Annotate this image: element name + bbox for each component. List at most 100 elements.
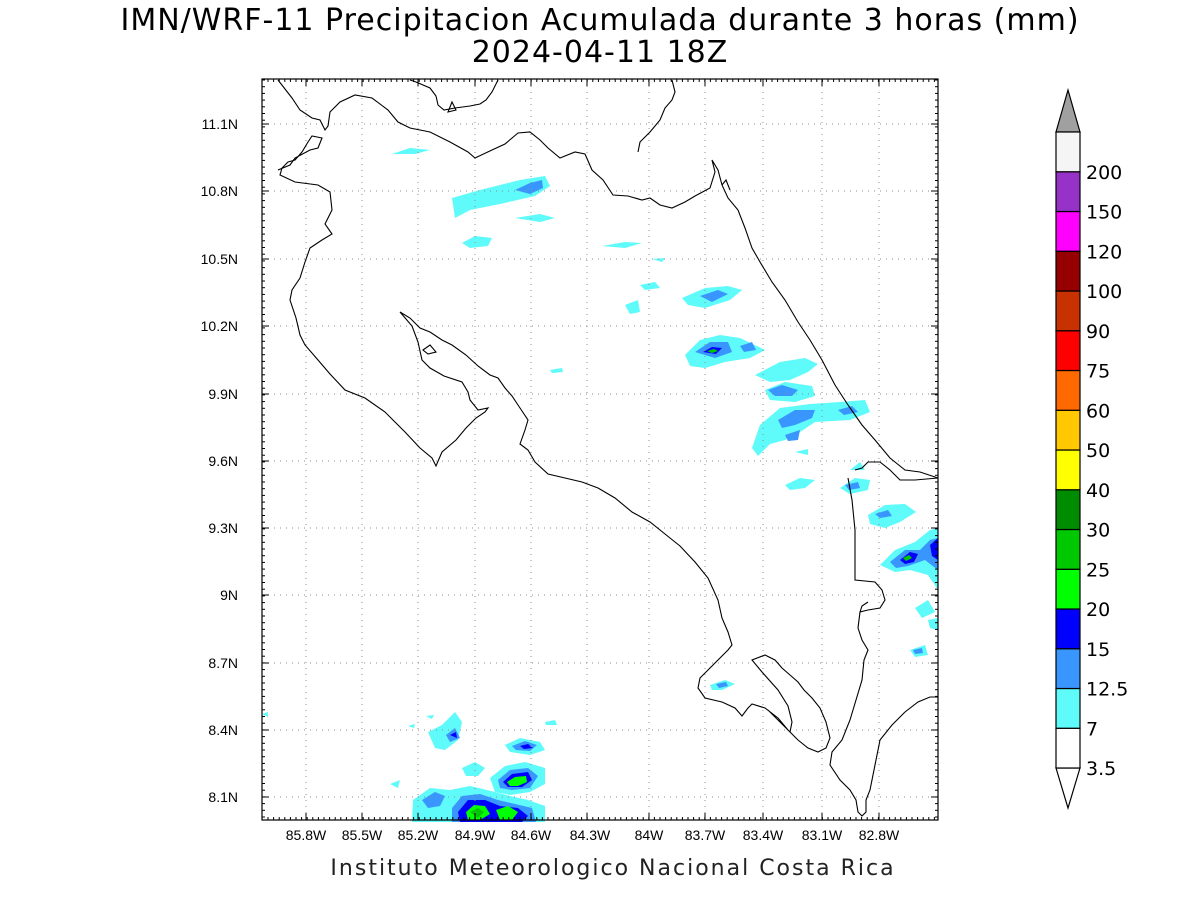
- colorbar-label: 12.5: [1086, 679, 1128, 701]
- lon-tick-label: 83.1W: [802, 827, 843, 843]
- lat-axis-labels: 11.1N 10.8N 10.5N 10.2N 9.9N 9.6N 9.3N 9…: [201, 116, 238, 805]
- colorbar-swatch: [1055, 608, 1081, 650]
- rain-patch: [625, 300, 640, 314]
- lat-tick-label: 9.9N: [208, 386, 238, 402]
- rain-patch: [496, 806, 518, 820]
- rain-patch: [652, 258, 665, 262]
- rain-patch: [778, 410, 815, 428]
- lon-tick-label: 83.4W: [743, 827, 784, 843]
- rain-patch: [470, 808, 484, 818]
- map-subtitle: 2024-04-11 18Z: [471, 35, 729, 70]
- colorbar-label: 25: [1086, 559, 1110, 581]
- rain-patch: [768, 385, 798, 396]
- colorbar-swatch: [1055, 489, 1081, 531]
- colorbar-swatch: [1055, 409, 1081, 451]
- rain-patch: [845, 482, 860, 490]
- lon-tick-label: 84W: [635, 827, 665, 843]
- lat-tick-label: 10.2N: [201, 318, 238, 334]
- colorbar-label: 200: [1086, 162, 1122, 184]
- lat-tick-label: 8.7N: [208, 655, 238, 671]
- lon-tick-label: 84.9W: [455, 827, 496, 843]
- colorbar-label: 15: [1086, 639, 1110, 661]
- colorbar-swatch: [1055, 568, 1081, 610]
- rain-patch: [520, 744, 533, 749]
- rain-patch: [707, 349, 718, 353]
- map-title: IMN/WRF-11 Precipitacion Acumulada duran…: [120, 3, 1080, 38]
- rain-patch: [390, 780, 400, 788]
- colorbar-swatch: [1055, 250, 1081, 292]
- rain-patch: [262, 712, 268, 717]
- colorbar-swatch: [1055, 171, 1081, 213]
- colorbar-label: 120: [1086, 241, 1122, 263]
- rain-patch: [875, 510, 892, 518]
- rain-patch: [392, 148, 430, 154]
- rain-patch: [545, 720, 557, 725]
- lat-tick-label: 10.5N: [201, 251, 238, 267]
- lon-tick-label: 85.5W: [342, 827, 383, 843]
- lon-tick-label: 82.8W: [859, 827, 900, 843]
- rain-patch: [428, 712, 462, 750]
- rain-patch: [752, 400, 870, 456]
- rain-patch: [785, 478, 815, 490]
- lat-tick-label: 11.1N: [202, 116, 238, 132]
- colorbar-swatch: [1055, 528, 1081, 570]
- lat-tick-label: 9.3N: [208, 520, 238, 536]
- colorbar-label: 100: [1086, 281, 1122, 303]
- rain-patch: [426, 715, 434, 719]
- rain-patch: [928, 618, 938, 630]
- rain-patch: [515, 214, 555, 222]
- colorbar-label: 7: [1086, 718, 1098, 740]
- colorbar-label: 60: [1086, 400, 1110, 422]
- rain-patch: [602, 242, 642, 248]
- lat-tick-label: 8.1N: [208, 789, 238, 805]
- rain-patch: [930, 538, 938, 560]
- rain-patch: [450, 732, 457, 738]
- lon-tick-label: 85.8W: [286, 827, 327, 843]
- lon-tick-label: 83.7W: [685, 827, 726, 843]
- rain-patch: [785, 430, 800, 441]
- colorbar-swatch: [1055, 330, 1081, 372]
- lon-tick-label: 84.6W: [511, 827, 552, 843]
- rain-patch: [507, 776, 527, 786]
- lon-tick-label: 84.3W: [570, 827, 611, 843]
- rain-patch: [515, 180, 543, 194]
- rain-patch: [462, 236, 492, 248]
- rain-patch: [700, 290, 728, 302]
- map-frame: [261, 78, 939, 821]
- colorbar: 3.5 7 12.5 15 20 25 30 40 50 60 75 90 100 120 150 200: [1055, 87, 1128, 811]
- rain-patch: [640, 282, 660, 290]
- colorbar-swatch: [1055, 290, 1081, 332]
- colorbar-swatch: [1055, 131, 1081, 173]
- rain-patch: [913, 648, 923, 654]
- graticule: [262, 80, 938, 820]
- colorbar-label: 90: [1086, 321, 1110, 343]
- colorbar-max-arrow: [1055, 87, 1081, 133]
- colorbar-swatch: [1055, 687, 1081, 729]
- lat-tick-label: 9N: [220, 587, 238, 603]
- colorbar-label: 20: [1086, 599, 1110, 621]
- colorbar-swatch: [1055, 369, 1081, 411]
- lat-tick-label: 9.6N: [208, 453, 238, 469]
- lat-tick-label: 10.8N: [201, 183, 238, 199]
- rain-patch: [903, 555, 912, 561]
- rain-patch: [755, 358, 818, 382]
- tick-marks: [262, 79, 938, 820]
- credit-text: Instituto Meteorologico Nacional Costa R…: [330, 856, 896, 881]
- colorbar-label: 30: [1086, 520, 1110, 542]
- rain-patch: [550, 368, 563, 373]
- lon-axis-labels: 85.8W 85.5W 85.2W 84.9W 84.6W 84.3W 84W …: [286, 827, 900, 843]
- rain-patch: [422, 792, 445, 808]
- rain-patch: [462, 762, 485, 776]
- colorbar-label: 50: [1086, 440, 1110, 462]
- lon-tick-label: 85.2W: [398, 827, 439, 843]
- coastline: [277, 79, 939, 817]
- rain-patch: [740, 342, 756, 352]
- rain-patch: [795, 449, 808, 455]
- precipitation-field: [262, 148, 938, 822]
- rain-patch: [716, 682, 728, 688]
- lat-tick-label: 8.4N: [208, 722, 238, 738]
- rain-patch: [408, 724, 415, 728]
- colorbar-swatch: [1055, 210, 1081, 252]
- colorbar-label: 3.5: [1086, 758, 1116, 780]
